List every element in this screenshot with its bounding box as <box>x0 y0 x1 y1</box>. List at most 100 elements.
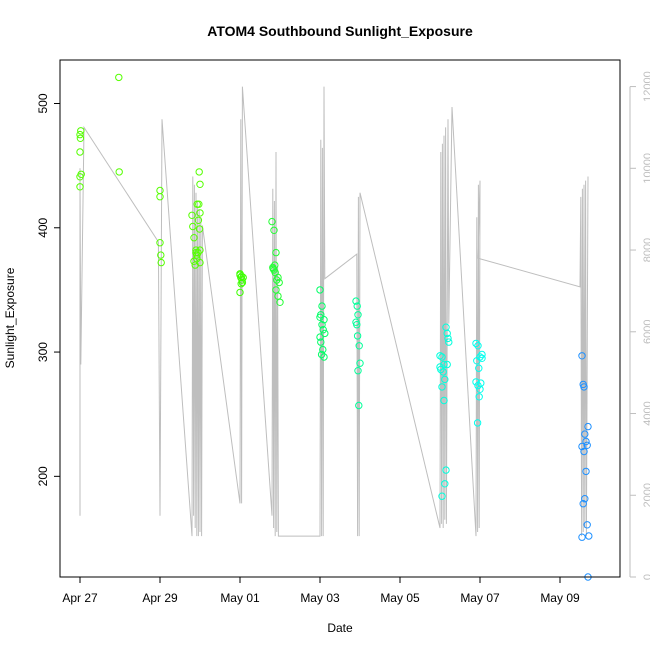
data-point <box>156 239 164 247</box>
data-point <box>236 288 244 297</box>
data-point <box>76 148 84 156</box>
data-point <box>436 363 444 371</box>
right-tick-label: 6000 <box>642 320 650 344</box>
x-tick-label: May 03 <box>300 591 340 605</box>
right-tick-label: 0 <box>642 574 650 580</box>
right-tick-label: 2000 <box>642 483 650 507</box>
data-point <box>578 442 586 451</box>
y-tick-label: 500 <box>36 93 50 113</box>
data-point <box>321 329 329 338</box>
points-group <box>76 73 593 581</box>
data-point <box>319 326 327 334</box>
data-point <box>355 401 363 410</box>
data-point <box>270 226 278 235</box>
data-point <box>475 364 483 372</box>
x-tick-label: Apr 27 <box>62 591 98 605</box>
data-point <box>473 357 481 365</box>
y-axis-label: Sunlight_Exposure <box>3 267 17 368</box>
data-point <box>193 200 201 208</box>
y-axis: 200 300 400 500 <box>36 93 60 486</box>
x-tick-label: Apr 29 <box>142 591 178 605</box>
data-point <box>585 532 593 540</box>
data-point <box>476 385 484 393</box>
data-point <box>156 193 164 201</box>
data-point <box>472 378 480 386</box>
data-point <box>157 251 165 259</box>
data-point <box>316 286 324 294</box>
data-point <box>189 222 197 231</box>
data-point <box>438 383 446 391</box>
data-point <box>352 297 360 305</box>
data-point <box>584 422 592 431</box>
x-tick-label: May 09 <box>540 591 580 605</box>
data-point <box>443 360 451 369</box>
right-tick-label: 4000 <box>642 401 650 425</box>
data-point <box>76 183 84 191</box>
data-point <box>192 246 200 254</box>
data-point <box>316 313 324 321</box>
data-point <box>473 419 482 427</box>
x-axis-label: Date <box>327 621 353 635</box>
y-tick-label: 400 <box>36 217 50 237</box>
data-point <box>319 345 327 354</box>
data-point <box>194 216 203 225</box>
data-point <box>583 521 591 529</box>
data-point <box>77 127 85 135</box>
data-point <box>580 447 588 456</box>
data-point <box>474 381 482 390</box>
chart-title: ATOM4 Southbound Sunlight_Exposure <box>207 23 473 39</box>
data-point <box>356 359 364 367</box>
data-point <box>444 334 452 343</box>
x-tick-label: May 01 <box>220 591 260 605</box>
data-point <box>581 430 589 438</box>
data-point <box>190 234 198 242</box>
data-point <box>196 258 204 267</box>
data-point <box>115 168 123 176</box>
right-tick-label: 12000 <box>642 71 650 102</box>
x-tick-label: May 05 <box>380 591 420 605</box>
data-point <box>275 278 283 287</box>
data-point <box>269 265 277 273</box>
data-point <box>442 466 450 474</box>
right-tick-label: 10000 <box>642 153 650 184</box>
overlay-line <box>79 86 589 537</box>
data-point <box>238 278 247 287</box>
data-point <box>445 338 453 346</box>
data-point <box>317 338 325 346</box>
data-point <box>583 441 591 449</box>
data-point <box>276 298 284 306</box>
right-tick-label: 8000 <box>642 238 650 262</box>
data-point <box>316 333 324 341</box>
data-point <box>578 352 586 360</box>
data-point <box>188 211 196 220</box>
data-point <box>195 168 203 176</box>
y-tick-label: 200 <box>36 466 50 486</box>
data-point <box>317 350 326 359</box>
data-point <box>196 246 204 254</box>
data-point <box>353 302 361 310</box>
data-point <box>472 339 480 348</box>
data-point <box>582 467 590 476</box>
data-point <box>440 396 448 405</box>
data-point <box>475 393 483 401</box>
data-point <box>268 217 276 226</box>
data-point <box>353 332 362 340</box>
data-point <box>320 316 328 324</box>
data-point <box>318 321 326 329</box>
data-point <box>76 134 85 143</box>
y-tick-label: 300 <box>36 342 50 362</box>
data-point <box>355 342 363 350</box>
data-point <box>76 173 84 181</box>
data-point <box>156 186 164 195</box>
data-point <box>196 209 204 217</box>
data-point <box>578 533 586 541</box>
data-point <box>582 437 590 446</box>
data-point <box>474 342 482 350</box>
plot-frame <box>59 59 621 578</box>
data-point <box>441 375 449 384</box>
data-point <box>76 130 84 139</box>
data-point <box>320 353 328 361</box>
data-point <box>438 492 446 500</box>
data-point <box>579 500 587 508</box>
data-point <box>318 302 326 310</box>
